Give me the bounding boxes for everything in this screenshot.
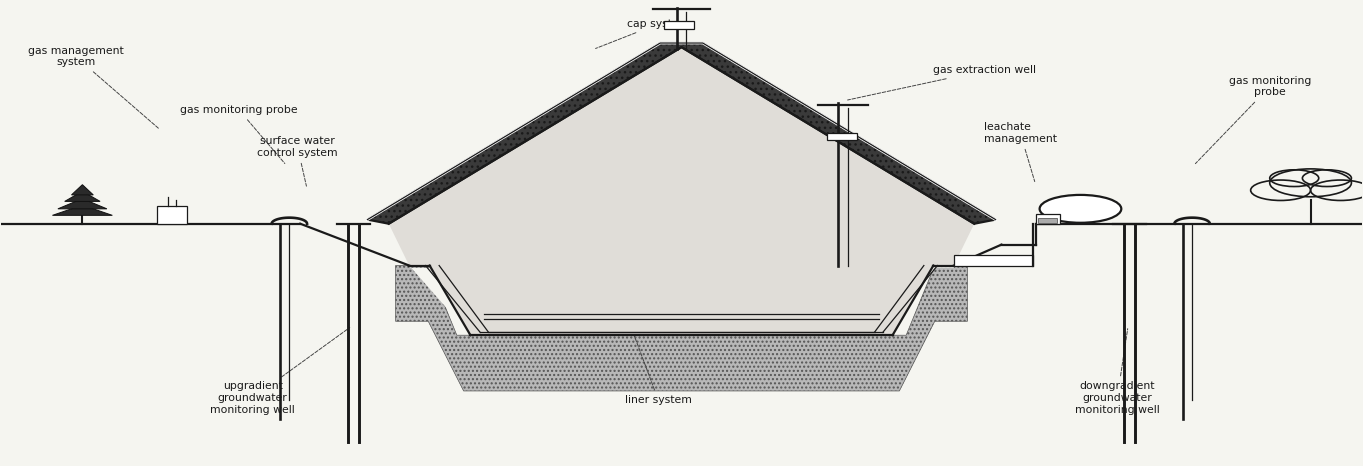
Text: surface water
control system: surface water control system (258, 136, 338, 186)
Circle shape (1040, 195, 1122, 223)
Bar (1036, 214, 1060, 224)
Polygon shape (71, 185, 93, 195)
Bar (827, 133, 857, 140)
Polygon shape (388, 47, 975, 335)
Text: gas management
system: gas management system (27, 46, 159, 129)
Polygon shape (57, 199, 106, 209)
Bar (1039, 218, 1058, 223)
Text: waste and
daily cover: waste and daily cover (563, 157, 623, 179)
Bar (664, 21, 694, 28)
Text: gas monitoring
probe: gas monitoring probe (1195, 76, 1311, 164)
Bar (954, 255, 1033, 266)
Text: gas extraction well: gas extraction well (848, 65, 1036, 100)
Text: liner system: liner system (622, 301, 692, 405)
Text: cap system: cap system (596, 19, 690, 48)
Text: gas monitoring probe: gas monitoring probe (180, 105, 297, 164)
Polygon shape (64, 191, 99, 201)
Polygon shape (368, 43, 995, 224)
Bar (157, 206, 187, 224)
Polygon shape (409, 266, 954, 335)
Text: downgradient
groundwater
monitoring well: downgradient groundwater monitoring well (1075, 329, 1160, 415)
Text: upgradient
groundwater
monitoring well: upgradient groundwater monitoring well (210, 328, 350, 415)
Text: leachate
management: leachate management (984, 122, 1056, 182)
Polygon shape (52, 205, 112, 215)
Text: leachate
removal pipe: leachate removal pipe (581, 220, 683, 262)
Polygon shape (395, 266, 968, 391)
